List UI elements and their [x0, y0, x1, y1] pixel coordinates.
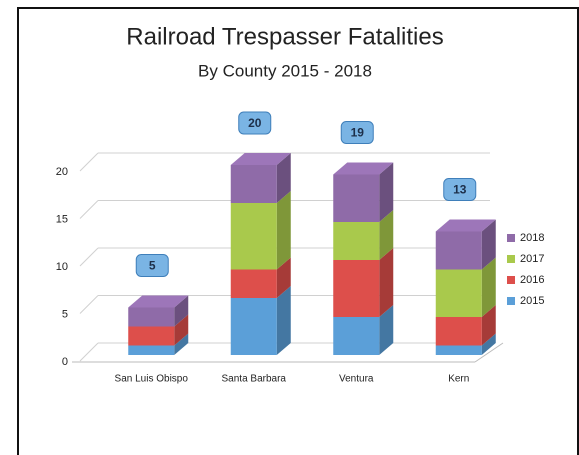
legend-label: 2016	[520, 274, 544, 286]
bar-segment	[333, 222, 380, 260]
x-tick-label: Santa Barbara	[222, 374, 287, 385]
bar-side	[379, 305, 394, 355]
bar-side	[276, 257, 291, 298]
legend-swatch	[507, 297, 515, 305]
bar-side	[276, 286, 291, 355]
total-label-box	[443, 178, 477, 201]
bar-segment	[435, 269, 482, 317]
bar-side	[379, 248, 394, 317]
bar-segment	[230, 298, 277, 355]
bar-top	[128, 295, 189, 308]
total-label: 20	[248, 116, 262, 130]
y-tick-label: 10	[56, 261, 68, 273]
legend-label: 2018	[520, 232, 544, 244]
bar-segment	[333, 260, 380, 317]
bar-segment	[128, 345, 175, 355]
y-tick-label: 15	[56, 213, 68, 225]
grid-line	[79, 200, 99, 219]
bar-top	[435, 219, 496, 232]
total-label-box	[238, 111, 272, 135]
x-tick-label: Kern	[448, 374, 469, 385]
bar-segment	[128, 326, 175, 346]
x-tick-label: Ventura	[339, 374, 374, 385]
total-label-box	[135, 254, 169, 277]
bar-side	[481, 257, 496, 317]
bar-top	[333, 162, 394, 175]
bar-segment	[230, 203, 277, 270]
grid-line	[79, 152, 99, 172]
bar-segment	[435, 345, 482, 355]
bar-segment	[230, 269, 277, 298]
bar-side	[276, 191, 291, 270]
bar-segment	[333, 174, 380, 222]
y-tick-label: 0	[62, 356, 68, 368]
bar-side	[481, 333, 496, 355]
x-tick-label: San Luis Obispo	[115, 374, 189, 385]
legend-label: 2015	[520, 295, 544, 307]
legend-swatch	[507, 276, 515, 284]
bar-segment	[128, 307, 175, 327]
bar-segment	[435, 231, 482, 270]
chart-title: Railroad Trespasser Fatalities	[126, 23, 443, 50]
legend-swatch	[507, 255, 515, 263]
y-tick-label: 20	[56, 166, 68, 178]
grid-line	[79, 247, 99, 267]
bar-segment	[333, 317, 380, 355]
chart-subtitle: By County 2015 - 2018	[198, 61, 372, 80]
bar-top	[230, 153, 291, 165]
bar-side	[174, 333, 189, 355]
bar-side	[481, 219, 496, 270]
grid-line	[79, 342, 99, 362]
bar-side	[379, 162, 394, 222]
grid-line	[79, 295, 99, 314]
bar-segment	[230, 165, 277, 203]
axis-line	[474, 342, 504, 363]
bar-side	[379, 210, 394, 260]
total-label: 5	[149, 259, 156, 273]
total-label-box	[340, 121, 374, 144]
legend-label: 2017	[520, 253, 544, 265]
bar-side	[481, 305, 496, 346]
legend-swatch	[507, 234, 515, 242]
bar-side	[174, 295, 189, 327]
bar-side	[276, 153, 291, 203]
total-label: 13	[453, 183, 467, 197]
bar-segment	[435, 317, 482, 346]
bar-side	[174, 314, 189, 346]
y-tick-label: 5	[62, 308, 68, 320]
total-label: 19	[351, 126, 365, 140]
